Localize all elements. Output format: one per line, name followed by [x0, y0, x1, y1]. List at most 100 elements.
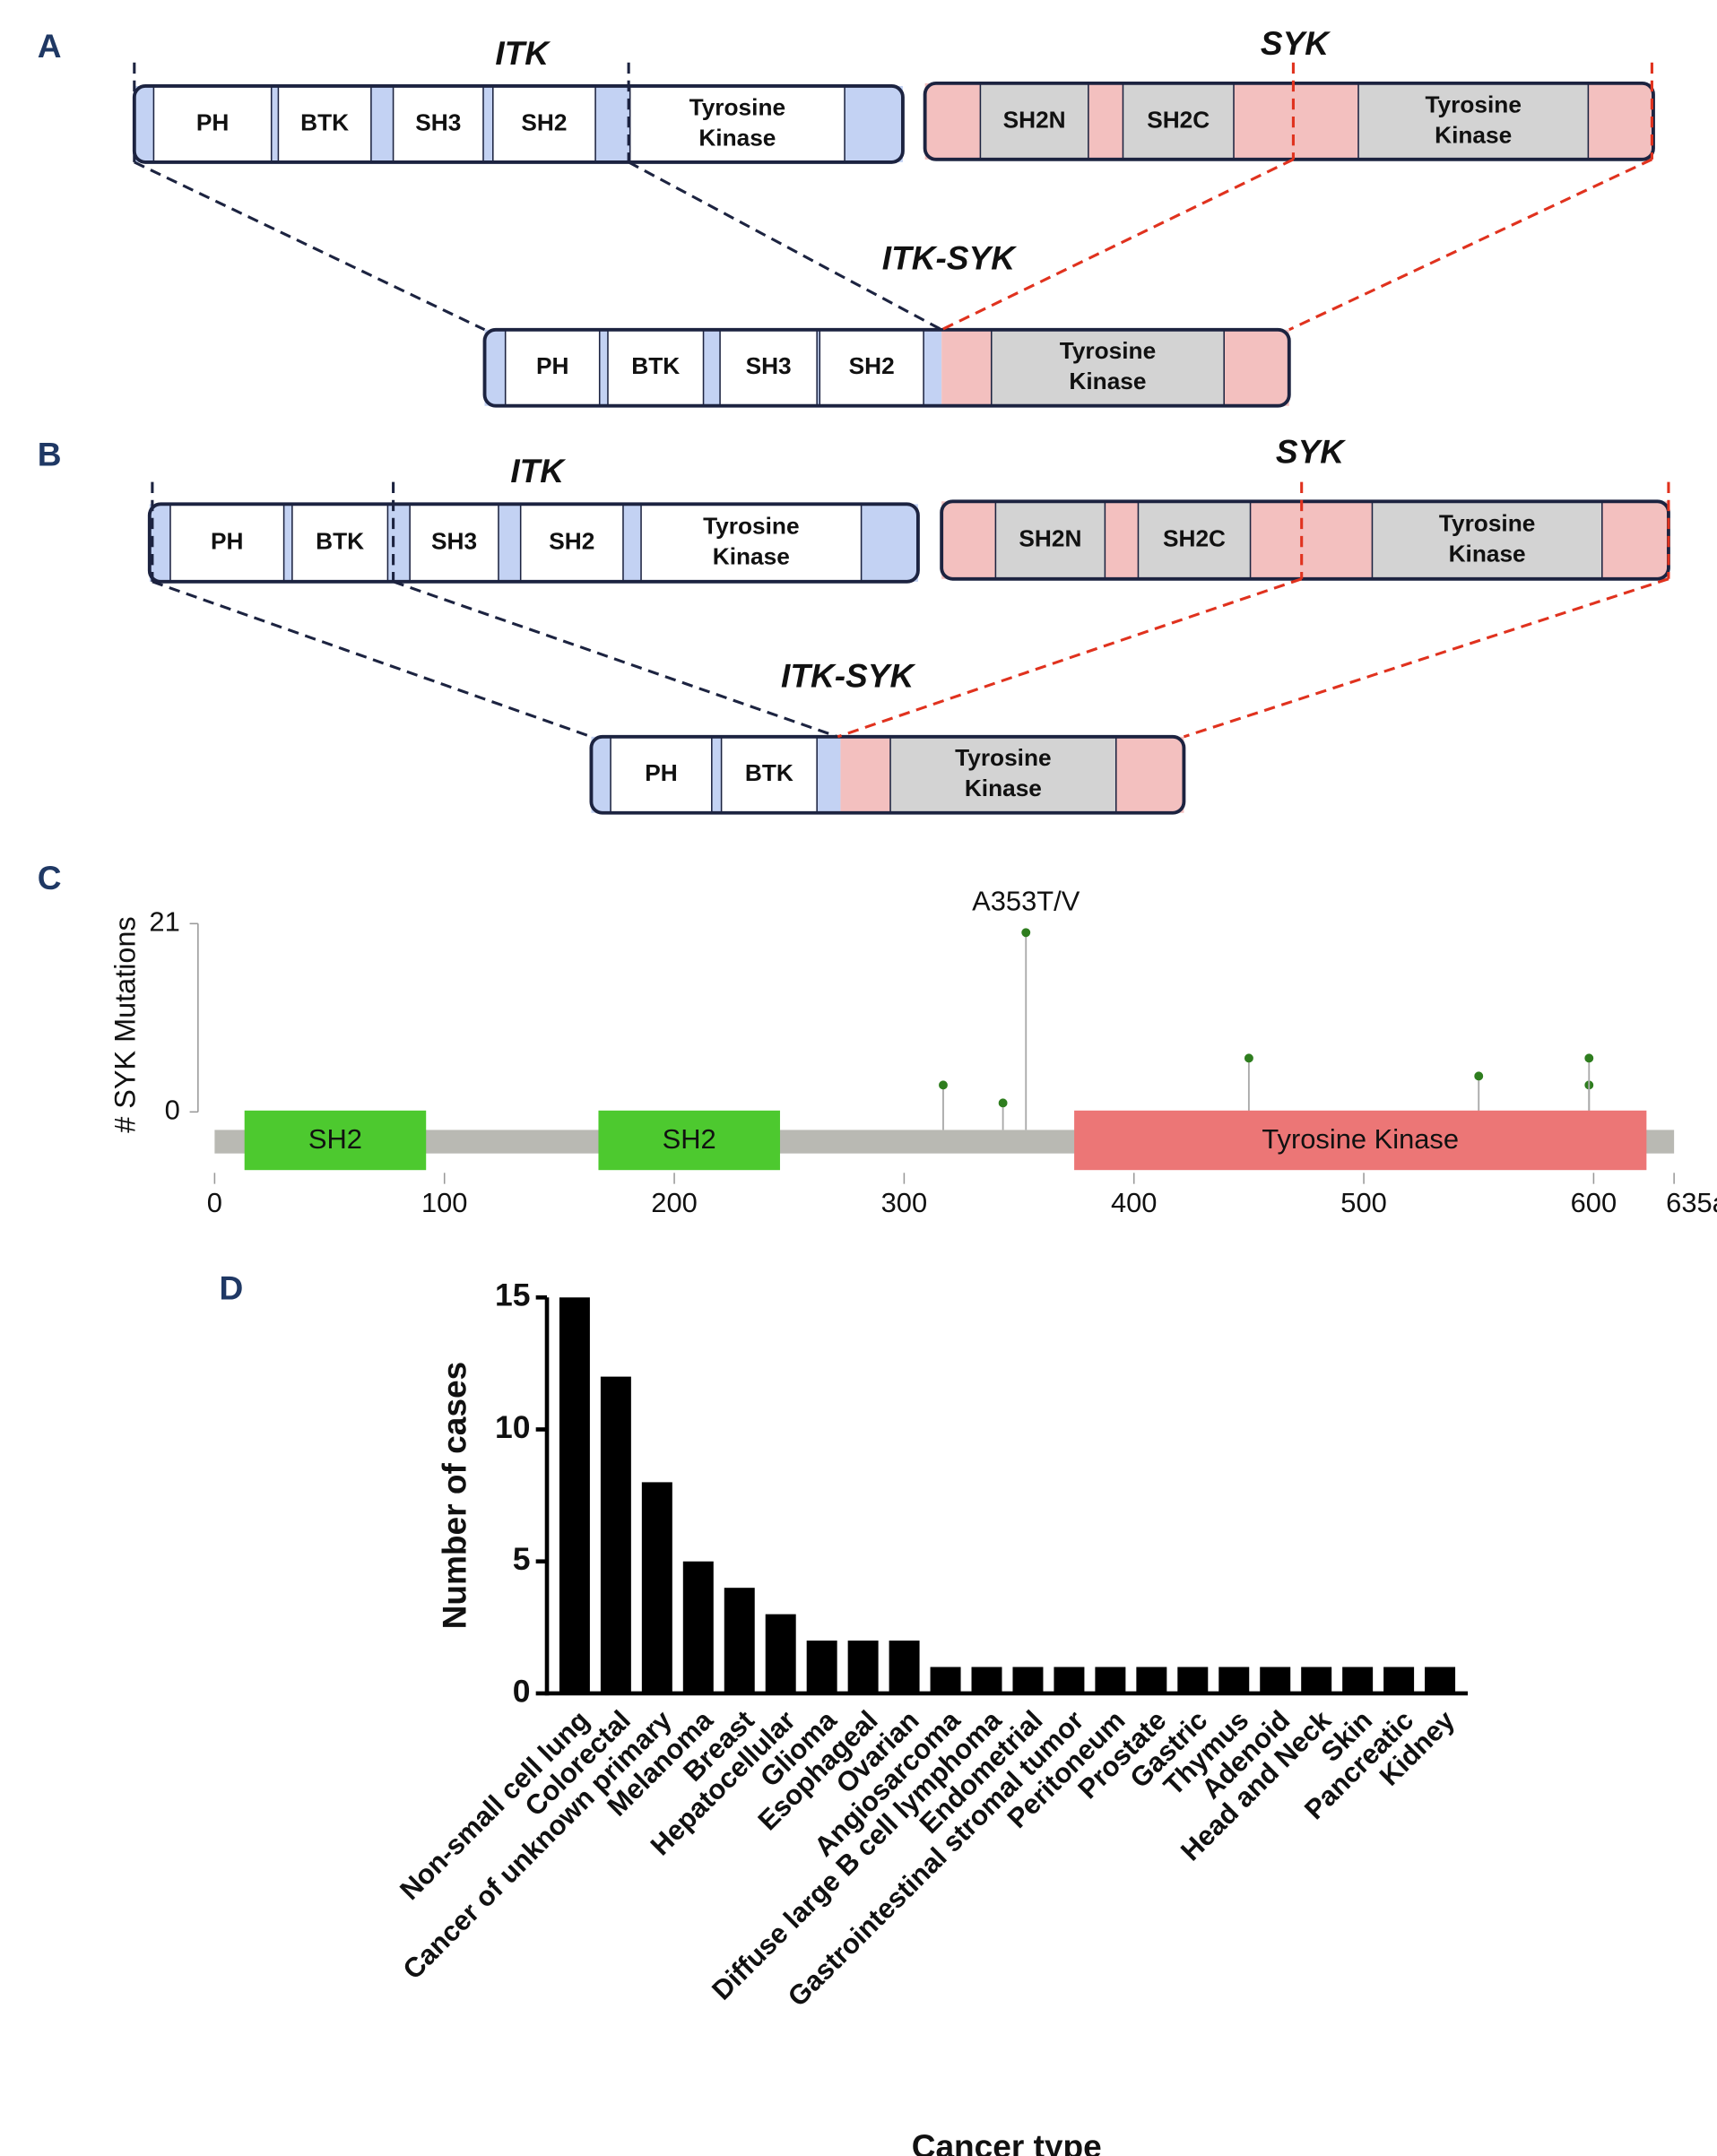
x-tick-label: 635aa: [1666, 1187, 1717, 1218]
bar: [806, 1641, 837, 1693]
bar: [1383, 1667, 1415, 1693]
bar: [765, 1614, 796, 1693]
domain-label: SH2N: [1019, 524, 1081, 551]
domain: [291, 503, 389, 583]
domain: [990, 329, 1225, 407]
panel-label: C: [38, 859, 62, 896]
lollipop-head: [1474, 1071, 1484, 1081]
protein-name: ITK-SYK: [882, 238, 1017, 276]
panel-label: B: [38, 436, 62, 473]
domain: [994, 500, 1106, 580]
connector: [134, 160, 486, 332]
domain-label: Tyrosine Kinase: [1262, 1123, 1459, 1155]
bar: [1425, 1667, 1456, 1693]
bar: [724, 1588, 755, 1693]
domain-label: Kinase: [1435, 121, 1512, 148]
y-tick-label: 5: [513, 1541, 531, 1577]
domain-label: SH3: [431, 528, 477, 555]
connector: [1288, 158, 1653, 332]
domain-label: Kinase: [1069, 368, 1146, 394]
domain-label: SH2N: [1003, 106, 1066, 133]
domain-label: Tyrosine: [955, 744, 1051, 771]
domain: [979, 82, 1089, 160]
domain-label: PH: [645, 759, 677, 786]
annotation: A353T/V: [972, 885, 1080, 916]
bar: [930, 1667, 961, 1693]
lollipop-head: [1244, 1053, 1253, 1063]
bar: [559, 1297, 590, 1693]
domain: [607, 329, 705, 407]
domain: [409, 503, 499, 583]
protein-outline: [482, 327, 1291, 408]
protein-name: SYK: [1276, 433, 1346, 471]
panel-label: D: [220, 1268, 244, 1306]
protein-outline: [147, 502, 920, 584]
y-tick-label: 0: [513, 1673, 531, 1709]
bar: [1260, 1667, 1291, 1693]
domain: [169, 503, 285, 583]
x-tick-label: 100: [421, 1187, 468, 1218]
lollipop-head: [939, 1080, 948, 1090]
domain-label: Kinase: [1449, 540, 1526, 567]
domain-label: BTK: [745, 759, 793, 786]
bar: [682, 1561, 714, 1693]
domain: [1137, 500, 1252, 580]
bar: [600, 1376, 631, 1693]
domain-label: SH2: [521, 108, 567, 135]
protein-name: ITK-SYK: [781, 657, 915, 695]
bar: [847, 1641, 879, 1693]
domain-label: PH: [196, 108, 229, 135]
bar: [1054, 1667, 1085, 1693]
domain: [610, 736, 713, 814]
domain-label: PH: [536, 352, 568, 379]
domain: [640, 503, 863, 583]
domain-label: Kinase: [965, 775, 1042, 801]
protein-domain: [598, 1110, 780, 1171]
lollipop-head: [1584, 1053, 1594, 1063]
x-tick-label: 600: [1571, 1187, 1617, 1218]
protein-domain: [244, 1110, 427, 1171]
protein-name: SYK: [1261, 24, 1331, 62]
domain-label: Tyrosine: [1060, 337, 1156, 364]
panel-label: A: [38, 27, 62, 65]
domain-label: SH2: [663, 1123, 716, 1155]
domain-label: Tyrosine: [1439, 509, 1535, 536]
domain-label: SH2: [308, 1123, 362, 1155]
connector: [1183, 577, 1669, 739]
x-tick-label: 500: [1340, 1187, 1387, 1218]
y-tick-label: 15: [495, 1277, 531, 1313]
domain-label: Kinase: [698, 124, 776, 151]
domain-label: SH2: [849, 352, 895, 379]
protein-outline: [589, 734, 1186, 815]
bar: [1095, 1667, 1126, 1693]
domain: [1371, 500, 1603, 580]
domain-label: BTK: [300, 108, 349, 135]
y-axis-title: Number of cases: [435, 1362, 473, 1630]
x-tick-label: 0: [207, 1187, 222, 1218]
bar: [1218, 1667, 1250, 1693]
domain-label: SH3: [415, 108, 461, 135]
x-axis-title: Cancer type: [912, 2127, 1102, 2156]
x-tick-label: 200: [651, 1187, 698, 1218]
bar: [1012, 1667, 1044, 1693]
domain-label: BTK: [631, 352, 680, 379]
connector: [152, 580, 592, 739]
connector: [393, 580, 838, 739]
domain-label: SH2: [549, 528, 594, 555]
protein-name: ITK: [510, 452, 566, 489]
domain-label: Tyrosine: [703, 513, 799, 540]
bar: [971, 1667, 1002, 1693]
domain-label: Tyrosine: [1425, 91, 1521, 117]
bar: [641, 1482, 672, 1693]
domain: [152, 85, 273, 163]
domain-label: Kinase: [713, 543, 790, 570]
connector: [628, 160, 942, 332]
domain: [392, 85, 484, 163]
bar: [889, 1641, 920, 1693]
domain-label: BTK: [316, 528, 364, 555]
domain-label: PH: [211, 528, 243, 555]
domain-label: Tyrosine: [689, 93, 785, 120]
bar: [1136, 1667, 1167, 1693]
protein-name: ITK: [495, 34, 551, 72]
domain: [719, 329, 818, 407]
